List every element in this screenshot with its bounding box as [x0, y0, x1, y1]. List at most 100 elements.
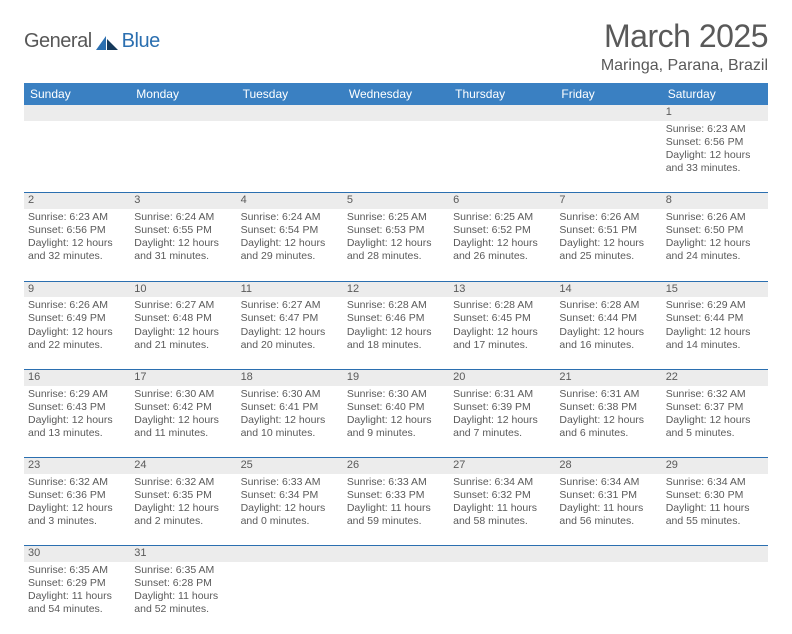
sunrise-text: Sunrise: 6:29 AM — [28, 388, 126, 401]
logo-text-general: General — [24, 30, 92, 53]
sunrise-text: Sunrise: 6:33 AM — [347, 476, 445, 489]
day-number-cell: 25 — [237, 458, 343, 474]
sunset-text: Sunset: 6:39 PM — [453, 401, 551, 414]
day-cell: Sunrise: 6:30 AMSunset: 6:40 PMDaylight:… — [343, 386, 449, 458]
day-number-cell — [555, 105, 661, 121]
day-cell: Sunrise: 6:33 AMSunset: 6:33 PMDaylight:… — [343, 474, 449, 546]
sunrise-text: Sunrise: 6:26 AM — [666, 211, 764, 224]
sunset-text: Sunset: 6:44 PM — [559, 312, 657, 325]
daylight-text: Daylight: 11 hours and 55 minutes. — [666, 502, 764, 528]
day-number-cell: 29 — [662, 458, 768, 474]
sunrise-text: Sunrise: 6:32 AM — [134, 476, 232, 489]
sunrise-text: Sunrise: 6:31 AM — [453, 388, 551, 401]
sunset-text: Sunset: 6:48 PM — [134, 312, 232, 325]
day-number-cell — [555, 546, 661, 562]
day-cell: Sunrise: 6:26 AMSunset: 6:50 PMDaylight:… — [662, 209, 768, 281]
daylight-text: Daylight: 12 hours and 18 minutes. — [347, 326, 445, 352]
daylight-text: Daylight: 12 hours and 17 minutes. — [453, 326, 551, 352]
day-cell: Sunrise: 6:27 AMSunset: 6:48 PMDaylight:… — [130, 297, 236, 369]
sunset-text: Sunset: 6:54 PM — [241, 224, 339, 237]
sunset-text: Sunset: 6:30 PM — [666, 489, 764, 502]
day-number-cell: 4 — [237, 193, 343, 209]
sunrise-text: Sunrise: 6:32 AM — [666, 388, 764, 401]
day-number-cell — [343, 105, 449, 121]
day-number-cell: 14 — [555, 281, 661, 297]
day-number-cell: 22 — [662, 369, 768, 385]
sunset-text: Sunset: 6:38 PM — [559, 401, 657, 414]
sunrise-text: Sunrise: 6:28 AM — [453, 299, 551, 312]
day-number-cell — [449, 546, 555, 562]
sunrise-text: Sunrise: 6:33 AM — [241, 476, 339, 489]
daylight-text: Daylight: 12 hours and 7 minutes. — [453, 414, 551, 440]
sunrise-text: Sunrise: 6:34 AM — [559, 476, 657, 489]
daylight-text: Daylight: 11 hours and 52 minutes. — [134, 590, 232, 616]
daylight-text: Daylight: 12 hours and 14 minutes. — [666, 326, 764, 352]
sunrise-text: Sunrise: 6:24 AM — [134, 211, 232, 224]
day-cell: Sunrise: 6:25 AMSunset: 6:53 PMDaylight:… — [343, 209, 449, 281]
day-number-cell — [449, 105, 555, 121]
day-cell: Sunrise: 6:29 AMSunset: 6:44 PMDaylight:… — [662, 297, 768, 369]
day-cell: Sunrise: 6:30 AMSunset: 6:41 PMDaylight:… — [237, 386, 343, 458]
sunset-text: Sunset: 6:49 PM — [28, 312, 126, 325]
sunset-text: Sunset: 6:56 PM — [666, 136, 764, 149]
sunset-text: Sunset: 6:55 PM — [134, 224, 232, 237]
empty-cell — [237, 562, 343, 634]
day-cell: Sunrise: 6:33 AMSunset: 6:34 PMDaylight:… — [237, 474, 343, 546]
month-title: March 2025 — [601, 18, 768, 55]
day-cell: Sunrise: 6:26 AMSunset: 6:49 PMDaylight:… — [24, 297, 130, 369]
sunrise-text: Sunrise: 6:31 AM — [559, 388, 657, 401]
daylight-text: Daylight: 12 hours and 20 minutes. — [241, 326, 339, 352]
sunrise-text: Sunrise: 6:28 AM — [347, 299, 445, 312]
weekday-header: Sunday — [24, 83, 130, 105]
day-number-cell: 17 — [130, 369, 236, 385]
daylight-text: Daylight: 12 hours and 26 minutes. — [453, 237, 551, 263]
daylight-text: Daylight: 12 hours and 16 minutes. — [559, 326, 657, 352]
empty-cell — [662, 562, 768, 634]
day-number-cell: 8 — [662, 193, 768, 209]
sunrise-text: Sunrise: 6:34 AM — [666, 476, 764, 489]
sunset-text: Sunset: 6:45 PM — [453, 312, 551, 325]
sunset-text: Sunset: 6:51 PM — [559, 224, 657, 237]
day-cell: Sunrise: 6:24 AMSunset: 6:55 PMDaylight:… — [130, 209, 236, 281]
sunset-text: Sunset: 6:41 PM — [241, 401, 339, 414]
sunset-text: Sunset: 6:44 PM — [666, 312, 764, 325]
daylight-text: Daylight: 12 hours and 32 minutes. — [28, 237, 126, 263]
empty-cell — [237, 121, 343, 193]
daylight-text: Daylight: 12 hours and 28 minutes. — [347, 237, 445, 263]
weekday-header: Friday — [555, 83, 661, 105]
daylight-text: Daylight: 12 hours and 24 minutes. — [666, 237, 764, 263]
daylight-text: Daylight: 11 hours and 56 minutes. — [559, 502, 657, 528]
day-number-cell: 21 — [555, 369, 661, 385]
calendar-table: SundayMondayTuesdayWednesdayThursdayFrid… — [24, 83, 768, 634]
day-cell: Sunrise: 6:31 AMSunset: 6:39 PMDaylight:… — [449, 386, 555, 458]
daylight-text: Daylight: 12 hours and 31 minutes. — [134, 237, 232, 263]
empty-cell — [130, 121, 236, 193]
sunset-text: Sunset: 6:46 PM — [347, 312, 445, 325]
day-number-cell: 27 — [449, 458, 555, 474]
day-cell: Sunrise: 6:35 AMSunset: 6:29 PMDaylight:… — [24, 562, 130, 634]
empty-cell — [555, 121, 661, 193]
day-number-cell: 31 — [130, 546, 236, 562]
title-block: March 2025 Maringa, Parana, Brazil — [601, 18, 768, 75]
logo: General Blue — [24, 30, 160, 53]
day-number-cell: 1 — [662, 105, 768, 121]
daylight-text: Daylight: 11 hours and 54 minutes. — [28, 590, 126, 616]
day-number-cell — [343, 546, 449, 562]
empty-cell — [343, 562, 449, 634]
sunset-text: Sunset: 6:31 PM — [559, 489, 657, 502]
day-number-cell: 16 — [24, 369, 130, 385]
daylight-text: Daylight: 12 hours and 10 minutes. — [241, 414, 339, 440]
daylight-text: Daylight: 11 hours and 59 minutes. — [347, 502, 445, 528]
day-number-cell: 5 — [343, 193, 449, 209]
page-header: General Blue March 2025 Maringa, Parana,… — [24, 18, 768, 75]
sunrise-text: Sunrise: 6:27 AM — [241, 299, 339, 312]
day-cell: Sunrise: 6:28 AMSunset: 6:46 PMDaylight:… — [343, 297, 449, 369]
day-number-cell: 30 — [24, 546, 130, 562]
day-number-cell — [237, 105, 343, 121]
empty-cell — [343, 121, 449, 193]
sunset-text: Sunset: 6:42 PM — [134, 401, 232, 414]
sunrise-text: Sunrise: 6:30 AM — [134, 388, 232, 401]
sunset-text: Sunset: 6:40 PM — [347, 401, 445, 414]
sunrise-text: Sunrise: 6:29 AM — [666, 299, 764, 312]
sunset-text: Sunset: 6:37 PM — [666, 401, 764, 414]
